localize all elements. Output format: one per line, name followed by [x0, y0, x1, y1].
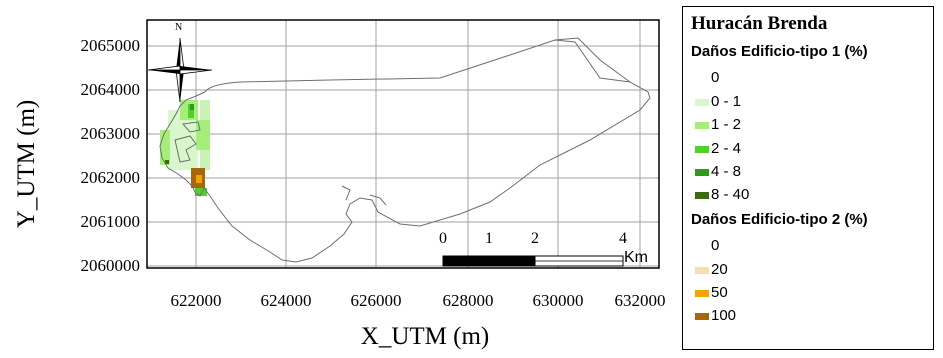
legend-title: Huracán Brenda — [691, 13, 828, 34]
damage-patch-high — [195, 188, 207, 196]
map-frame — [146, 19, 660, 269]
y-tick: 2061000 — [80, 212, 141, 231]
scale-bar — [442, 255, 624, 267]
north-arrow-icon — [147, 37, 213, 103]
legend-item-label: 0 — [711, 69, 720, 86]
y-tick: 2060000 — [80, 256, 141, 275]
legend-swatch — [695, 169, 709, 176]
legend-swatch — [695, 243, 709, 250]
legend-swatch — [695, 99, 709, 106]
map-grid — [147, 20, 659, 268]
y-tick: 2064000 — [80, 80, 141, 99]
north-label: N — [175, 22, 183, 33]
damage-patch-medium — [160, 130, 170, 165]
coastline — [159, 37, 651, 263]
scale-tick: 1 — [485, 230, 493, 247]
legend-item-label: 20 — [711, 261, 728, 278]
legend-item-label: 0 - 1 — [711, 93, 742, 110]
x-tick: 630000 — [532, 291, 584, 310]
scale-unit: Km — [624, 249, 648, 266]
y-tick: 2063000 — [80, 124, 141, 143]
scale-tick: 4 — [619, 230, 627, 247]
legend-item-label: 4 - 8 — [711, 163, 742, 180]
x-tick: 626000 — [350, 291, 402, 310]
legend-item-label: 0 — [711, 237, 720, 254]
legend-swatch — [695, 313, 709, 320]
x-axis-label: X_UTM (m) — [360, 323, 490, 350]
legend-heading-type1: Daños Edificio-tipo 1 (%) — [691, 43, 868, 60]
x-tick: 624000 — [260, 291, 312, 310]
x-tick: 632000 — [614, 291, 666, 310]
legend-swatch — [695, 122, 709, 129]
y-tick: 2065000 — [80, 36, 141, 55]
legend-item-label: 1 - 2 — [711, 116, 742, 133]
damage-patch-type2-50 — [196, 175, 202, 183]
legend-swatch — [695, 290, 709, 297]
damage-patch-veryhigh — [165, 160, 169, 164]
damage-patch-veryhigh — [190, 104, 194, 110]
damage-layer — [160, 100, 210, 196]
scale-tick: 0 — [439, 230, 447, 247]
legend-swatch — [695, 75, 709, 82]
x-tick: 628000 — [442, 291, 494, 310]
damage-patch-high — [188, 104, 194, 118]
legend-item-label: 50 — [711, 284, 728, 301]
legend-swatch — [695, 192, 709, 199]
legend-heading-type2: Daños Edificio-tipo 2 (%) — [691, 211, 868, 228]
legend: Huracán Brenda Daños Edificio-tipo 1 (%)… — [682, 6, 934, 350]
y-axis-label: Y_UTM (m) — [13, 99, 40, 229]
legend-item-label: 2 - 4 — [711, 140, 742, 157]
legend-swatch — [695, 267, 709, 274]
legend-item-label: 8 - 40 — [711, 186, 750, 203]
x-tick: 622000 — [170, 291, 222, 310]
legend-item-label: 100 — [711, 307, 737, 324]
legend-swatch — [695, 146, 709, 153]
scale-tick: 2 — [531, 230, 539, 247]
y-tick: 2062000 — [80, 168, 141, 187]
damage-patch-medium — [196, 120, 210, 150]
